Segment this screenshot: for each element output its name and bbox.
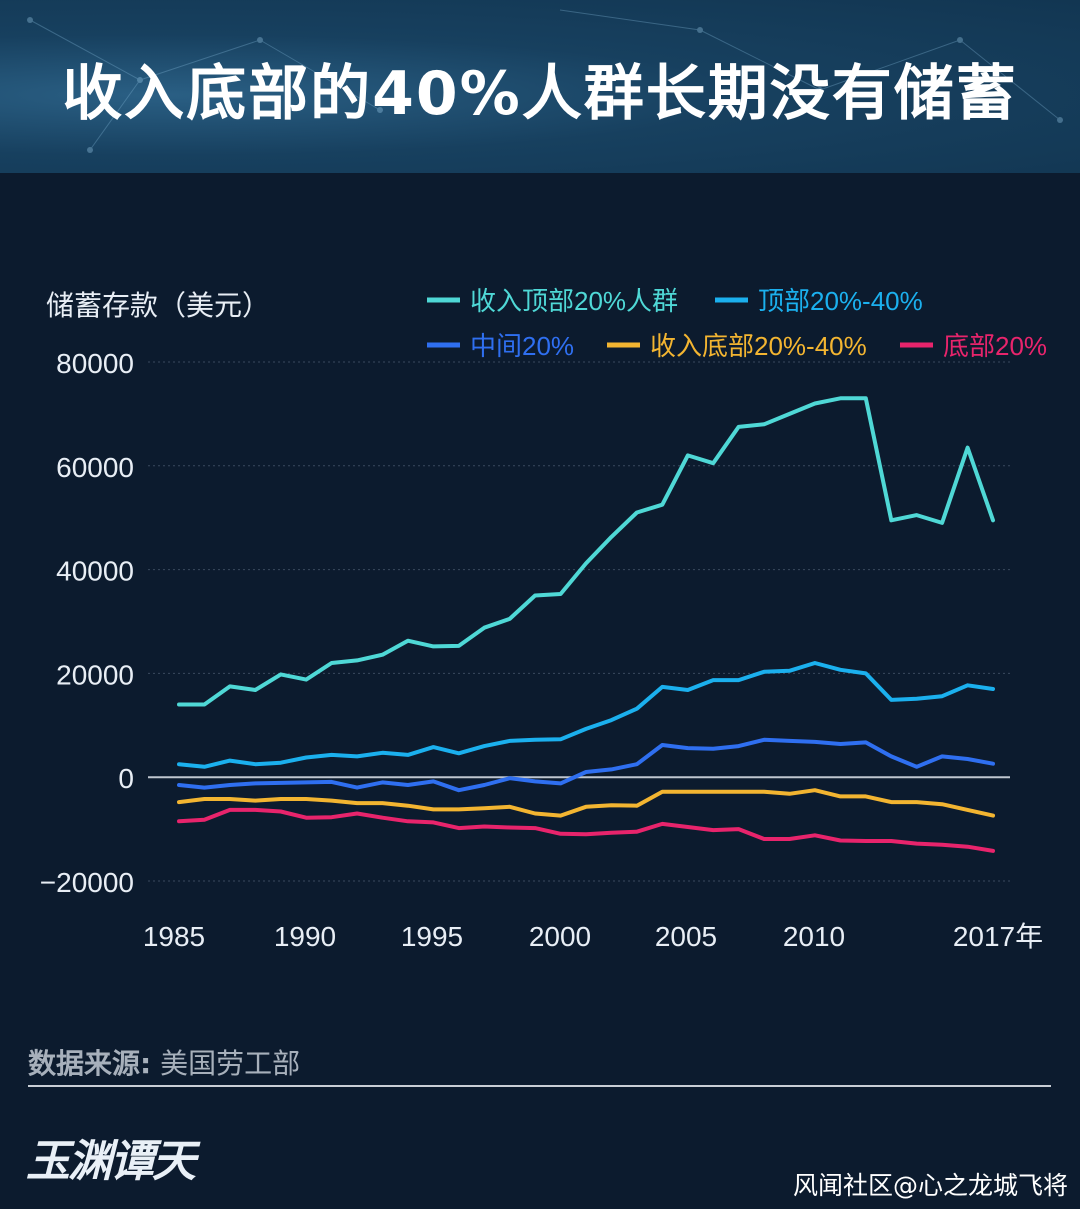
legend: 收入顶部20%人群 顶部20%-40% 中间20% 收入底部20%-40% 底部20%	[427, 286, 1047, 361]
legend-label: 收入底部20%-40%	[650, 331, 867, 361]
x-tick-label: 1985	[143, 921, 205, 952]
legend-label: 中间20%	[470, 331, 574, 361]
grid-lines	[148, 361, 1010, 882]
y-axis-label: 储蓄存款（美元）	[46, 290, 270, 321]
x-tick-label: 2010	[783, 921, 845, 952]
brand-logo: 玉渊谭天	[26, 1136, 196, 1187]
credit-text: 风闻社区@心之龙城飞将	[792, 1171, 1068, 1200]
header-banner: 收入底部的40%人群长期没有储蓄	[0, 0, 1080, 173]
x-tick-label: 1995	[401, 921, 463, 952]
data-source: 数据来源: 美国劳工部	[28, 1042, 300, 1082]
legend-label: 底部20%	[943, 331, 1047, 361]
footer-divider	[28, 1085, 1051, 1087]
y-tick-label: −20000	[40, 867, 134, 898]
x-tick-label: 1990	[274, 921, 336, 952]
x-axis-ticks: 1985 1990 1995 2000 2005 2010 2017年	[143, 921, 1043, 952]
legend-label: 顶部20%-40%	[758, 286, 923, 316]
line-chart: 80000 60000 40000 20000 0 −20000 1985 1990 1995…	[40, 286, 1047, 952]
data-source-label: 数据来源:	[28, 1047, 152, 1080]
network-background	[27, 9, 1063, 153]
series-line	[177, 788, 995, 818]
series-line	[177, 807, 995, 853]
legend-label: 收入顶部20%人群	[470, 286, 678, 316]
x-tick-label: 2005	[655, 921, 717, 952]
page-title: 收入底部的40%人群长期没有储蓄	[62, 59, 1018, 129]
series-line	[177, 737, 995, 793]
y-tick-label: 20000	[56, 659, 134, 690]
series-line	[177, 396, 995, 707]
x-tick-label: 2017年	[953, 921, 1043, 952]
y-axis-ticks: 80000 60000 40000 20000 0 −20000	[40, 348, 134, 898]
y-tick-label: 60000	[56, 452, 134, 483]
y-tick-label: 40000	[56, 556, 134, 587]
data-source-value: 美国劳工部	[160, 1047, 301, 1080]
series-line	[177, 661, 995, 769]
series-lines	[177, 396, 995, 853]
x-tick-label: 2000	[529, 921, 591, 952]
y-tick-label: 0	[118, 763, 134, 794]
y-tick-label: 80000	[56, 348, 134, 379]
